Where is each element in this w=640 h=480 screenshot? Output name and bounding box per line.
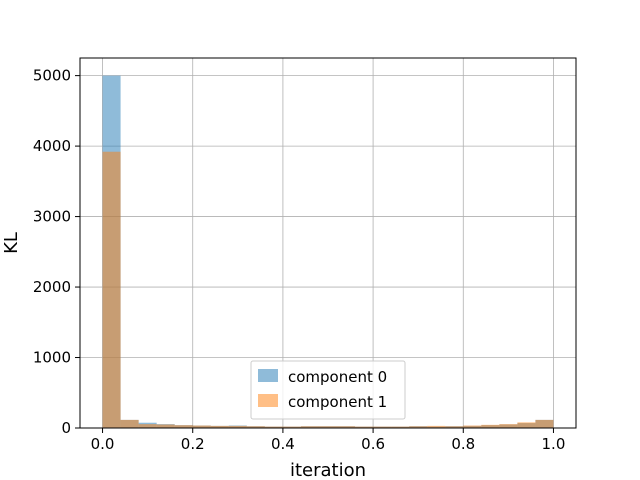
- legend-box: [250, 360, 406, 420]
- bar-series-1-bin-1: [120, 419, 139, 428]
- x-tick-label-1: 0.2: [181, 435, 205, 453]
- y-tick-label-5: 5000: [33, 67, 71, 85]
- bar-series-1-bin-21: [481, 424, 500, 428]
- bar-series-1-bin-4: [174, 425, 193, 428]
- bar-series-1-bin-9: [264, 426, 283, 428]
- legend-label-component-0: component 0: [288, 368, 387, 386]
- bar-series-1-bin-10: [282, 426, 301, 428]
- x-tick-label-4: 0.8: [451, 435, 475, 453]
- x-tick-label-3: 0.6: [361, 435, 385, 453]
- bar-series-1-bin-8: [246, 426, 265, 428]
- bar-series-1-bin-0: [102, 151, 121, 428]
- bar-series-1-bin-24: [535, 419, 554, 428]
- bar-series-1-bin-20: [463, 425, 482, 428]
- y-tick-label-1: 1000: [33, 349, 71, 367]
- legend: component 0 component 1: [250, 360, 406, 420]
- y-tick-label-3: 3000: [33, 208, 71, 226]
- bar-series-1-bin-22: [499, 424, 518, 428]
- legend-swatch-component-1: [258, 394, 278, 407]
- bar-series-1-bin-3: [156, 424, 175, 428]
- bar-series-1-bin-14: [355, 426, 374, 428]
- bars: [102, 75, 554, 428]
- y-tick-label-2: 2000: [33, 278, 71, 296]
- bar-series-1-bin-11: [300, 426, 319, 428]
- x-tick-label-0: 0.0: [91, 435, 115, 453]
- bar-series-1-bin-13: [337, 426, 356, 428]
- x-tick-label-5: 1.0: [542, 435, 566, 453]
- plot-frame: [79, 57, 577, 429]
- x-tick-label-2: 0.4: [271, 435, 295, 453]
- bar-series-1-bin-18: [427, 425, 446, 428]
- legend-swatch-component-0: [258, 369, 278, 382]
- x-axis-label: iteration: [290, 460, 366, 480]
- legend-label-component-1: component 1: [288, 393, 387, 411]
- bar-series-1-bin-15: [373, 426, 392, 428]
- bar-series-1-bin-6: [210, 425, 229, 428]
- bar-series-1-bin-16: [391, 426, 410, 428]
- bar-series-1-bin-5: [192, 425, 211, 428]
- bar-series-1-bin-2: [138, 424, 157, 428]
- bar-series-1-bin-17: [409, 426, 428, 428]
- bar-series-1-bin-19: [445, 426, 464, 428]
- bar-series-1-bin-23: [517, 422, 536, 428]
- y-tick-label-0: 0: [61, 419, 71, 437]
- bar-series-1-bin-7: [228, 425, 247, 428]
- bar-series-1-bin-12: [318, 426, 338, 428]
- ticks: 0.0 0.2 0.4 0.6 0.8 1.0 0 1000 2000 3000 4000 5000: [33, 67, 566, 453]
- y-tick-label-4: 4000: [33, 137, 71, 155]
- y-axis-label: KL: [1, 232, 22, 254]
